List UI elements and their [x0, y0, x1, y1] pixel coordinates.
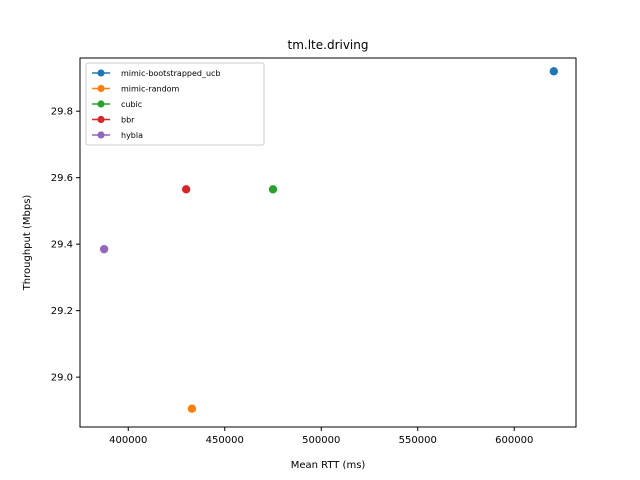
data-point-bbr: [181, 185, 191, 194]
x-tick-label: 550000: [399, 435, 437, 446]
y-axis-label: Throughput (Mbps): [22, 195, 33, 292]
legend-marker: [97, 100, 105, 108]
plot-area-frame: [79, 57, 577, 428]
data-point-cubic: [268, 185, 278, 194]
x-axis-label: Mean RTT (ms): [291, 460, 366, 471]
legend-box: [85, 62, 265, 146]
legend: mimic-bootstrapped_ucb mimic-random cubic b…: [85, 62, 265, 146]
y-tick-label: 29.0: [51, 373, 73, 384]
y-tick-label: 29.6: [51, 173, 73, 184]
legend-label: bbr: [121, 116, 135, 125]
x-tick-label: 450000: [206, 435, 244, 446]
data-point-mimic-random: [187, 404, 197, 413]
legend-marker: [97, 84, 105, 93]
chart-title: tm.lte.driving: [288, 38, 369, 52]
legend-label: cubic: [121, 100, 142, 109]
x-tick-label: 600000: [495, 435, 533, 446]
y-tick-label: 29.8: [51, 107, 73, 118]
y-tick-label: 29.4: [51, 240, 73, 251]
legend-marker: [97, 69, 105, 77]
legend-marker: [97, 115, 105, 124]
legend-marker: [97, 131, 105, 139]
x-tick-label: 400000: [109, 435, 147, 446]
legend-label: hybla: [121, 131, 143, 140]
x-tick-label: 500000: [302, 435, 340, 446]
legend-label: mimic-random: [121, 85, 180, 94]
y-tick-label: 29.2: [51, 306, 73, 317]
data-point-hybla: [99, 244, 109, 254]
legend-label: mimic-bootstrapped_ucb: [121, 69, 221, 78]
data-point-mimic-bootstrapped-ucb: [549, 67, 559, 76]
